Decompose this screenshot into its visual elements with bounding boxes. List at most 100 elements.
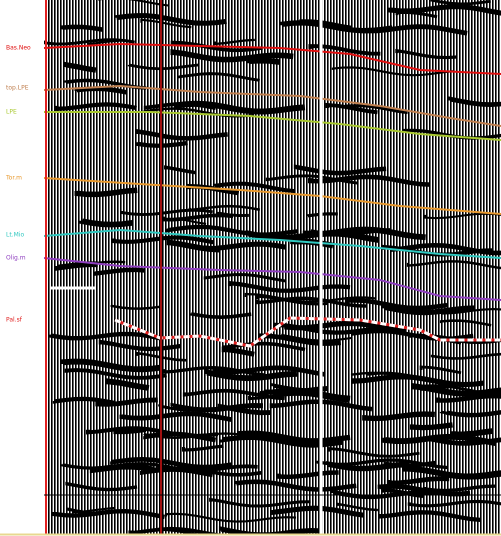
horizon (44, 257, 501, 301)
reflector (331, 66, 454, 77)
horizon-label: LPE (6, 109, 17, 116)
horizon (44, 42, 501, 75)
reflector (204, 368, 298, 382)
reflector (73, 506, 115, 514)
reflector (110, 304, 162, 310)
horizon-labels: Bas.Neo top.LPE LPE Tor.m Lt.Mio Olig.m Pal.sf (5, 45, 31, 324)
reflector (218, 526, 322, 534)
reflector (257, 388, 351, 401)
horizon-label: Bas.Neo (6, 45, 31, 52)
reflector (128, 526, 225, 534)
reflector (88, 39, 120, 46)
reflector (110, 456, 233, 470)
reflector (279, 20, 393, 34)
reflector (93, 267, 146, 277)
reflector (74, 86, 128, 95)
reflectors (44, 0, 501, 534)
reflector (395, 48, 457, 60)
reflector (178, 72, 260, 82)
reflector (402, 465, 501, 480)
reflector (331, 489, 434, 500)
reflector (244, 292, 376, 303)
reflector (281, 333, 353, 342)
reflector (119, 411, 233, 422)
reflector (412, 383, 501, 397)
reflector (48, 331, 162, 341)
reflector (424, 212, 501, 220)
reflector (435, 394, 501, 403)
reflector (302, 226, 426, 241)
reflector (209, 470, 262, 477)
reflector (227, 280, 351, 293)
reflector (442, 308, 501, 315)
horizon (44, 111, 501, 141)
reflector (161, 213, 234, 222)
reflector (54, 261, 98, 271)
reflector (212, 181, 296, 194)
reflector (284, 320, 398, 333)
reflector (79, 218, 133, 228)
horizon-label: top.LPE (6, 85, 29, 92)
reflector (423, 384, 501, 395)
reflector (382, 304, 476, 316)
reflector (188, 204, 261, 212)
reflector (409, 422, 453, 431)
reflector (203, 241, 287, 252)
reflector (63, 61, 97, 73)
reflector (61, 462, 173, 470)
reflector (135, 351, 188, 362)
reflector (387, 4, 501, 16)
reflector (213, 38, 255, 46)
traces (44, 0, 501, 534)
reflector (52, 396, 116, 406)
reflector (54, 102, 137, 112)
reflector (106, 378, 150, 391)
reflector (127, 63, 200, 71)
reflector (377, 483, 471, 497)
reflector (276, 470, 339, 480)
reflector (114, 13, 227, 26)
reflector (223, 341, 306, 352)
reflector (189, 312, 252, 319)
reflector (366, 371, 429, 381)
reflector (293, 164, 387, 176)
reflector (406, 260, 501, 270)
reflector (74, 187, 138, 198)
reflector (182, 388, 285, 401)
reflector (328, 447, 420, 458)
reflector (351, 328, 474, 341)
reflector (430, 0, 491, 6)
reflector (209, 497, 311, 508)
reflector (60, 24, 104, 32)
reflector (85, 426, 219, 438)
horizon-label: Lt.Mio (6, 232, 24, 239)
seismic-data (44, 0, 501, 534)
horizon (44, 84, 501, 127)
reflector (175, 217, 207, 225)
reflector (316, 458, 449, 470)
reflector (246, 57, 280, 65)
reflector (221, 346, 255, 357)
reflector (217, 211, 249, 217)
horizon (44, 177, 501, 215)
reflector (111, 235, 215, 245)
horizon (114, 316, 501, 348)
reflector (98, 339, 182, 352)
reflector (95, 397, 158, 407)
reflector (430, 352, 501, 360)
reflector (170, 40, 263, 53)
reflector (234, 479, 357, 492)
reflector (164, 165, 197, 175)
reflector (448, 96, 501, 107)
reflector (362, 411, 435, 422)
reflector (135, 140, 188, 148)
reflector (386, 476, 450, 486)
horizon-label: Pal.sf (6, 317, 23, 324)
reflector (212, 365, 326, 377)
reflector (248, 392, 350, 403)
reflector (52, 508, 165, 520)
reflector (170, 402, 264, 413)
reflector (135, 128, 228, 141)
reflector (65, 481, 138, 492)
reflector (445, 410, 501, 418)
